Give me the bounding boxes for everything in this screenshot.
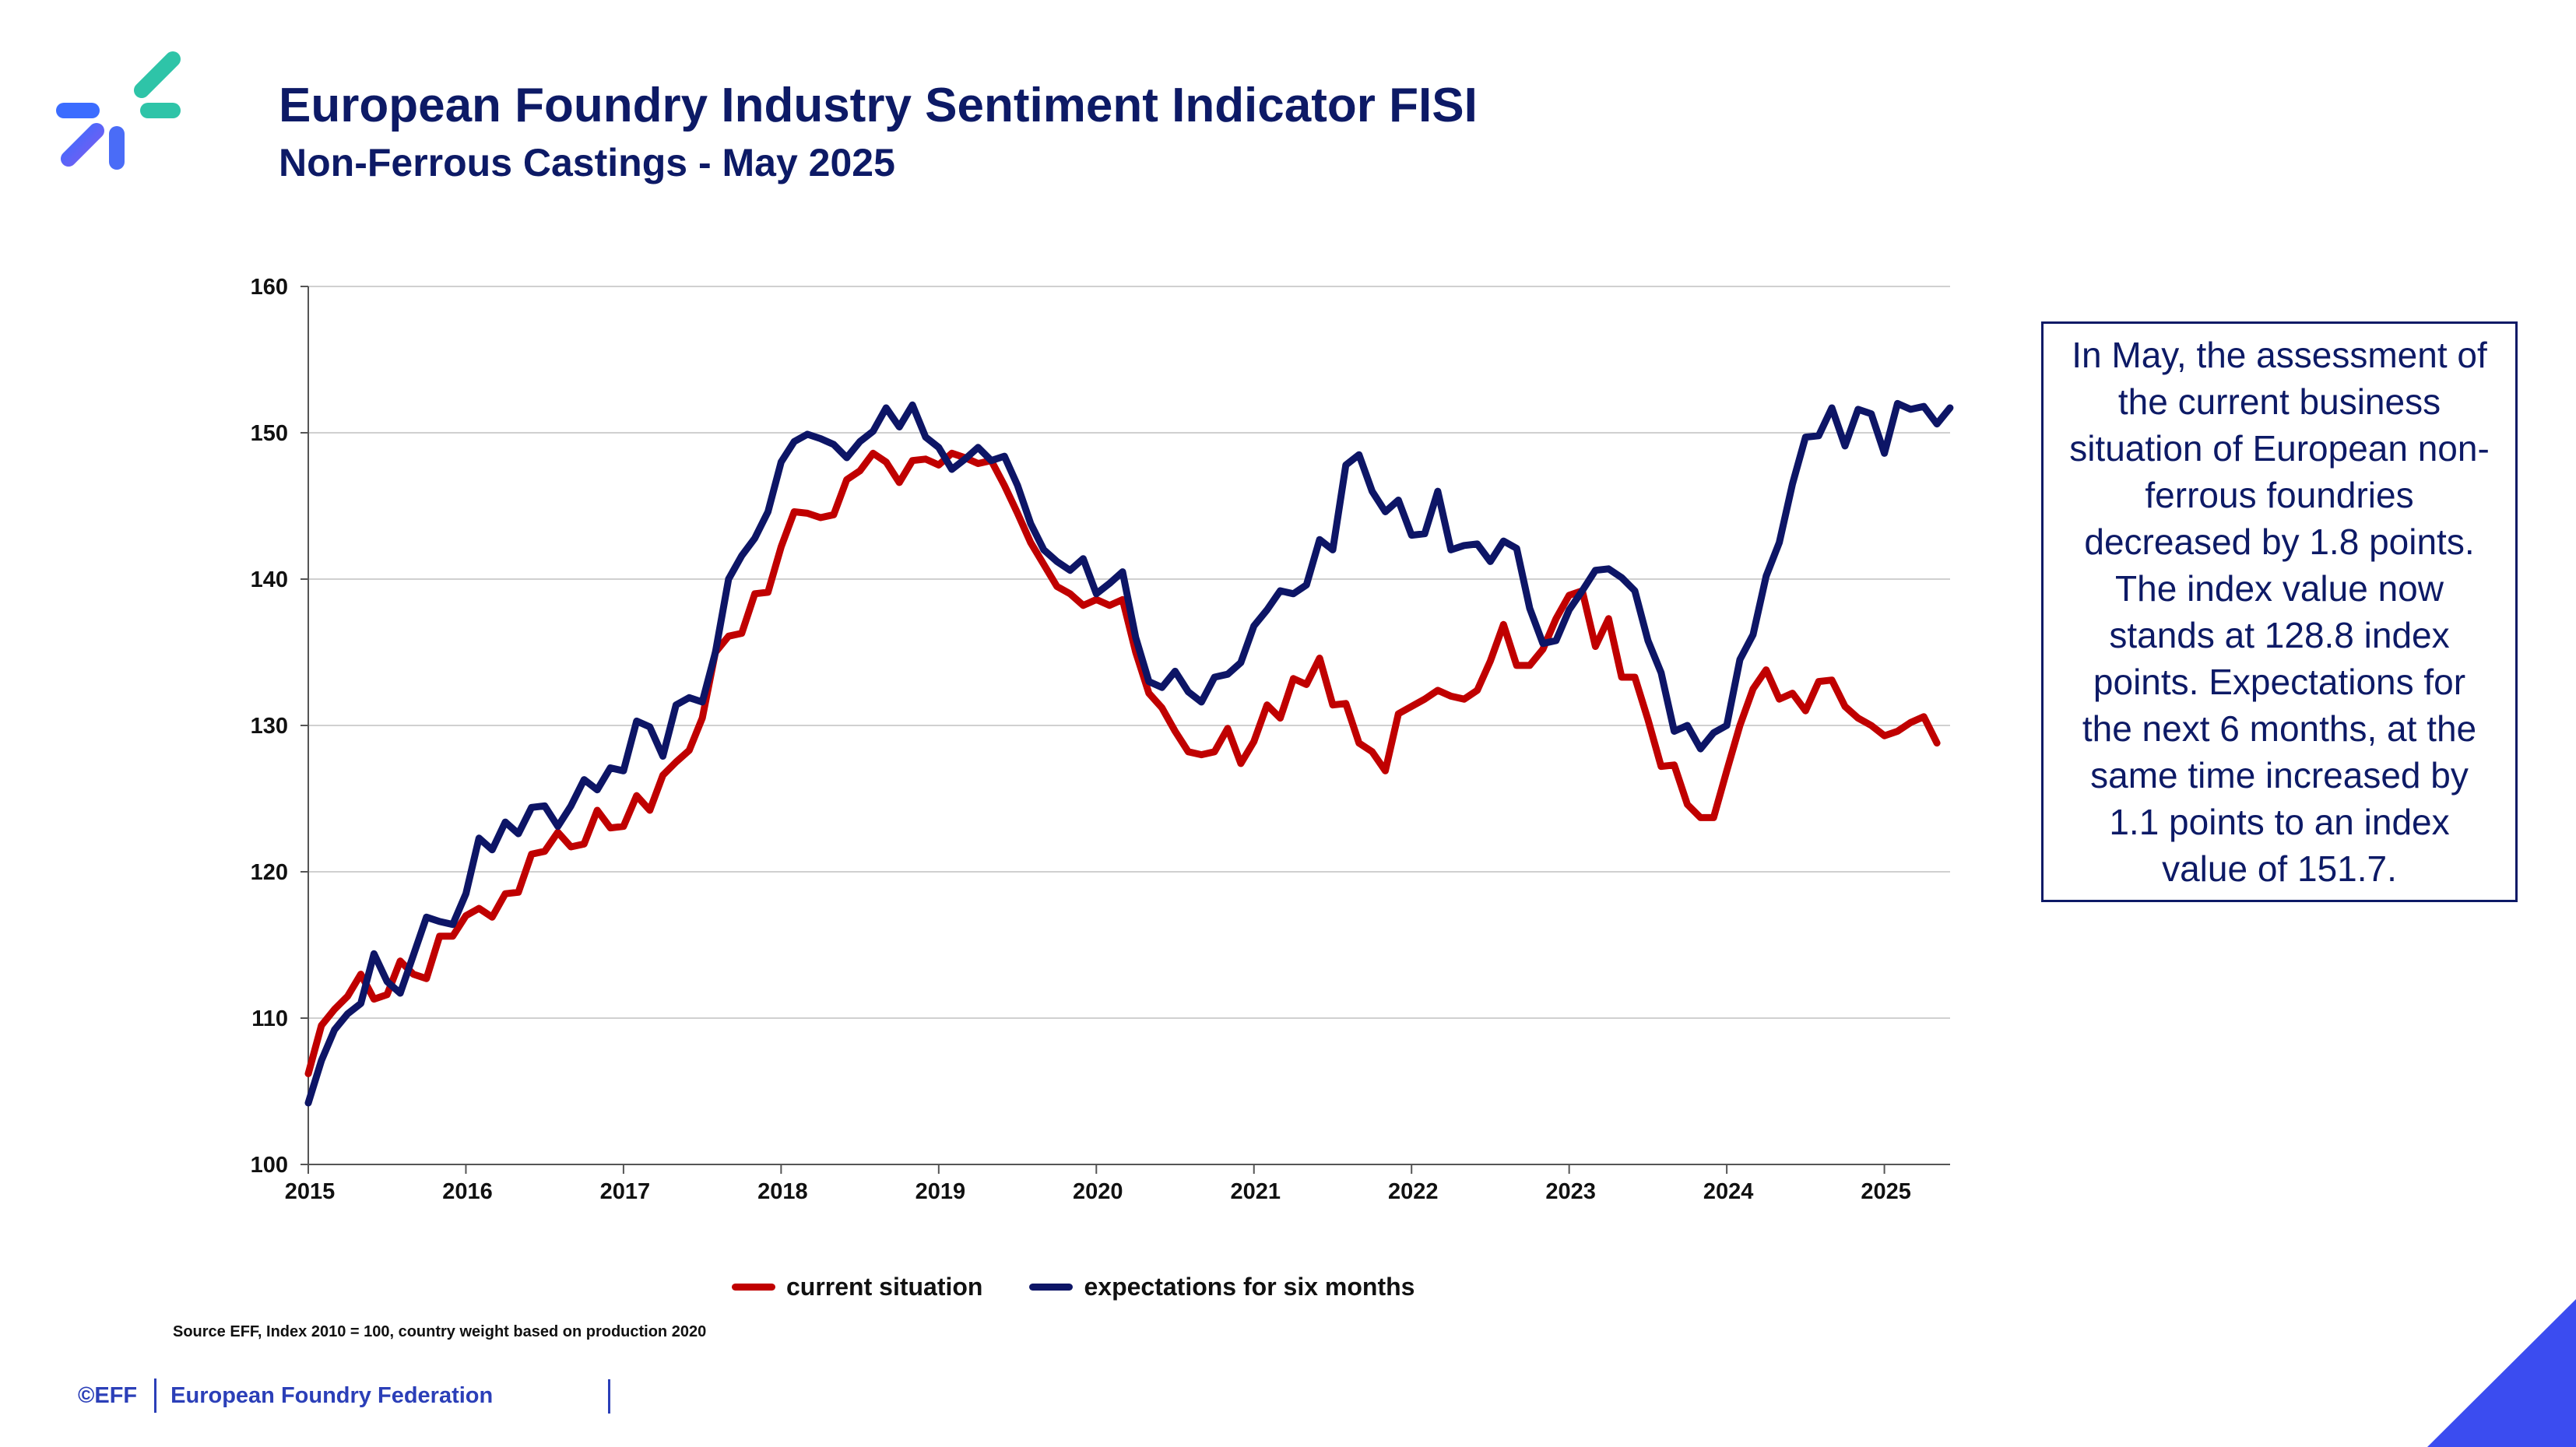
x-tick-label: 2022	[1388, 1179, 1439, 1204]
y-tick-label: 160	[251, 275, 288, 300]
y-tick-label: 150	[251, 421, 288, 446]
x-tick-label: 2020	[1073, 1179, 1123, 1204]
footer-divider	[154, 1379, 157, 1413]
corner-triangle-decoration	[2427, 1299, 2576, 1447]
sentiment-line-chart: 100 110 120 130 140 150 160 2015 2016 2017 2018 201…	[251, 275, 1954, 1204]
legend-label-expectations: expectations for six months	[1084, 1272, 1415, 1301]
legend-item-expectations: expectations for six months	[1029, 1273, 1415, 1301]
y-tick-label: 130	[251, 714, 288, 739]
x-tick-label: 2018	[757, 1179, 808, 1204]
footer-divider-right	[608, 1379, 610, 1414]
footer: ©EFF European Foundry Federation	[78, 1378, 493, 1414]
footer-org: European Foundry Federation	[170, 1382, 494, 1408]
y-tick-label: 140	[251, 567, 288, 592]
x-tick-label: 2021	[1230, 1179, 1281, 1204]
footer-copyright: ©EFF	[78, 1382, 138, 1408]
page-title: European Foundry Industry Sentiment Indi…	[279, 79, 1478, 132]
x-tick-label: 2023	[1545, 1179, 1596, 1204]
y-tick-label: 110	[251, 1006, 288, 1031]
summary-note-box: In May, the assessment of the current bu…	[2041, 321, 2518, 902]
x-tick-label: 2017	[600, 1179, 651, 1204]
y-tick-label: 100	[251, 1153, 288, 1178]
source-note: Source EFF, Index 2010 = 100, country we…	[173, 1323, 707, 1340]
legend-swatch-current	[732, 1283, 775, 1291]
summary-note-text: In May, the assessment of the current bu…	[2069, 335, 2490, 889]
series-line-expectations	[304, 399, 1954, 1107]
x-tick-label: 2025	[1861, 1179, 1911, 1204]
x-tick-label: 2024	[1703, 1179, 1754, 1204]
legend-item-current: current situation	[732, 1273, 982, 1301]
legend-swatch-expectations	[1029, 1283, 1074, 1291]
eff-logo-icon	[56, 51, 181, 170]
x-tick-label: 2015	[285, 1179, 336, 1204]
x-tick-label: 2016	[442, 1179, 493, 1204]
y-tick-label: 120	[251, 860, 288, 885]
legend-label-current: current situation	[786, 1272, 983, 1301]
page-subtitle: Non-Ferrous Castings - May 2025	[279, 141, 895, 184]
series-line-current	[304, 449, 1941, 1077]
chart-legend: current situation expectations for six m…	[732, 1269, 1415, 1305]
x-tick-label: 2019	[915, 1179, 966, 1204]
